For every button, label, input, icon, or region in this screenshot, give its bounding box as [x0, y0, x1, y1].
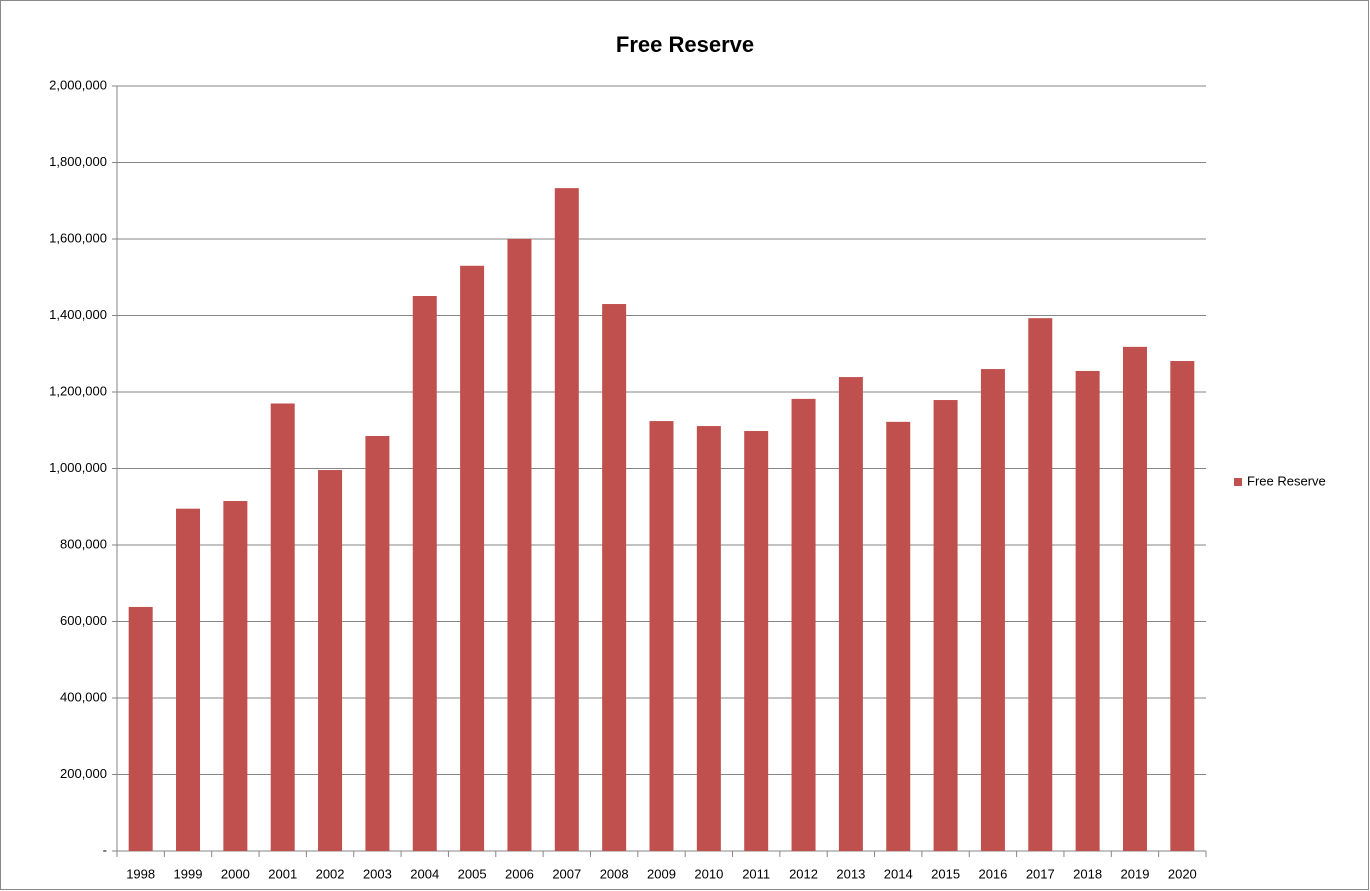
x-tick-label: 2006: [505, 866, 534, 881]
bar: [1122, 346, 1147, 851]
x-tick-label: 2011: [742, 866, 770, 881]
bar: [460, 265, 485, 851]
x-tick-label: 2017: [1026, 866, 1055, 881]
bar: [838, 377, 863, 851]
y-tick-label: 1,600,000: [49, 230, 107, 245]
x-tick-label: 1999: [174, 866, 203, 881]
bar: [933, 400, 958, 851]
x-tick-label: 2020: [1168, 866, 1197, 881]
chart-title: Free Reserve: [616, 32, 754, 57]
x-tick-label: 2009: [647, 866, 676, 881]
x-tick-label: 2004: [410, 866, 439, 881]
y-tick-label: 200,000: [60, 766, 107, 781]
x-tick-label: 2002: [316, 866, 345, 881]
x-tick-label: 2018: [1073, 866, 1102, 881]
x-tick-label: 2000: [221, 866, 250, 881]
y-tick-label: 800,000: [60, 536, 107, 551]
y-tick-label: -: [103, 842, 107, 857]
bar: [270, 403, 295, 851]
x-tick-label: 2014: [884, 866, 913, 881]
bar: [649, 421, 674, 851]
x-tick-label: 2019: [1121, 866, 1150, 881]
bar: [554, 188, 579, 851]
y-tick-label: 1,000,000: [49, 460, 107, 475]
x-tick-label: 2003: [363, 866, 392, 881]
bar: [223, 501, 248, 851]
y-tick-label: 1,800,000: [49, 154, 107, 169]
bar: [791, 398, 816, 851]
bar: [1170, 361, 1195, 851]
x-tick-label: 2008: [600, 866, 629, 881]
bar: [507, 239, 532, 851]
legend-swatch: [1234, 478, 1242, 486]
x-tick-label: 1998: [126, 866, 155, 881]
bar: [318, 470, 343, 851]
bar: [696, 426, 721, 851]
x-tick-label: 2015: [931, 866, 960, 881]
x-tick-label: 2001: [268, 866, 297, 881]
bar: [886, 421, 911, 851]
y-tick-label: 2,000,000: [49, 77, 107, 92]
x-tick-label: 2013: [836, 866, 865, 881]
x-tick-label: 2007: [552, 866, 581, 881]
bar: [980, 369, 1005, 851]
x-tick-label: 2012: [789, 866, 818, 881]
x-tick-label: 2016: [978, 866, 1007, 881]
y-tick-label: 400,000: [60, 689, 107, 704]
bar: [176, 508, 201, 851]
y-tick-label: 1,400,000: [49, 307, 107, 322]
bar: [744, 431, 769, 851]
bar: [128, 606, 153, 851]
bar: [1028, 318, 1053, 851]
y-tick-label: 1,200,000: [49, 383, 107, 398]
legend-label: Free Reserve: [1247, 473, 1326, 488]
x-tick-label: 2010: [694, 866, 723, 881]
y-tick-label: 600,000: [60, 613, 107, 628]
bar: [1075, 370, 1100, 851]
bar: [602, 304, 627, 851]
bar: [365, 435, 390, 851]
x-tick-label: 2005: [458, 866, 487, 881]
bar: [412, 295, 437, 851]
